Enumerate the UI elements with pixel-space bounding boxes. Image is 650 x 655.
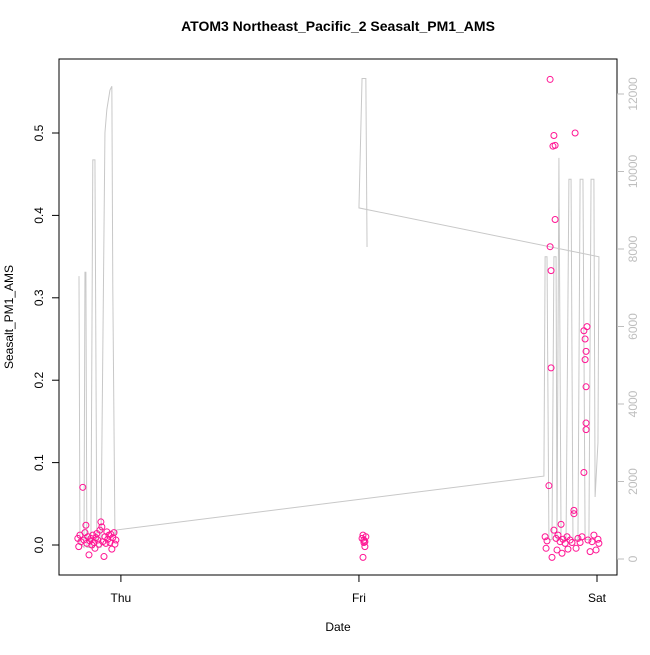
data-point: [554, 531, 562, 539]
data-point: [592, 546, 600, 554]
data-point: [543, 537, 551, 545]
data-point: [108, 545, 116, 553]
data-point: [581, 356, 589, 364]
y2-tick-label: 2000: [626, 468, 640, 495]
data-point: [582, 347, 590, 355]
data-point: [110, 529, 118, 537]
y-tick-label: 0.4: [32, 207, 46, 224]
data-point: [550, 526, 558, 534]
data-point: [574, 534, 582, 542]
data-point: [542, 544, 550, 552]
data-point: [557, 520, 565, 528]
data-point: [546, 243, 554, 251]
data-point: [91, 544, 99, 552]
y2-tick-label: 10000: [626, 154, 640, 188]
data-point: [570, 510, 578, 518]
data-point: [584, 536, 592, 544]
data-point: [580, 468, 588, 476]
data-point: [558, 549, 566, 557]
data-point: [581, 335, 589, 343]
data-point: [564, 545, 572, 553]
altitude-line: [78, 77, 600, 549]
data-point: [545, 482, 553, 490]
y-tick-label: 0.0: [32, 536, 46, 553]
data-point: [588, 538, 596, 546]
y-tick-label: 0.2: [32, 372, 46, 389]
data-point: [97, 518, 105, 526]
y-axis-label: Seasalt_PM1_AMS: [2, 265, 16, 369]
data-point: [595, 539, 603, 547]
data-point: [578, 533, 586, 541]
x-axis-label: Date: [325, 620, 351, 634]
data-point: [546, 75, 554, 83]
y2-tick-label: 6000: [626, 313, 640, 340]
data-point: [570, 506, 578, 514]
y-tick-label: 0.1: [32, 454, 46, 471]
data-point: [590, 531, 598, 539]
y-tick-label: 0.3: [32, 289, 46, 306]
data-point: [85, 551, 93, 559]
data-point: [547, 364, 555, 372]
data-point: [548, 553, 556, 561]
x-tick-label: Sat: [588, 591, 607, 605]
data-point: [561, 539, 569, 547]
plot-frame: [58, 58, 618, 576]
data-point: [98, 523, 106, 531]
data-point: [112, 536, 120, 544]
data-point: [586, 548, 594, 556]
y2-tick-label: 12000: [626, 77, 640, 111]
data-point: [79, 483, 87, 491]
data-point: [541, 533, 549, 541]
data-point: [111, 540, 119, 548]
data-point: [361, 538, 369, 546]
data-point: [102, 539, 110, 547]
x-tick-label: Thu: [111, 591, 132, 605]
data-point: [547, 267, 555, 275]
data-point: [582, 383, 590, 391]
data-point: [582, 426, 590, 434]
data-point: [571, 129, 579, 137]
chart-title: ATOM3 Northeast_Pacific_2 Seasalt_PM1_AM…: [181, 18, 495, 34]
x-tick-label: Fri: [352, 591, 366, 605]
data-point: [582, 419, 590, 427]
data-point: [100, 553, 108, 561]
y-tick-label: 0.5: [32, 124, 46, 141]
data-point: [572, 544, 580, 552]
data-point: [362, 533, 370, 541]
data-point: [594, 535, 602, 543]
data-point: [361, 543, 369, 551]
data-point: [551, 141, 559, 149]
data-point: [359, 553, 367, 561]
y2-tick-label: 8000: [626, 235, 640, 262]
y2-tick-label: 4000: [626, 390, 640, 417]
data-point: [568, 539, 576, 547]
y2-tick-label: 0: [626, 555, 640, 562]
data-point: [94, 536, 102, 544]
data-point: [551, 216, 559, 224]
data-point: [553, 546, 561, 554]
data-point: [82, 521, 90, 529]
data-point: [550, 131, 558, 139]
data-point: [583, 323, 591, 331]
